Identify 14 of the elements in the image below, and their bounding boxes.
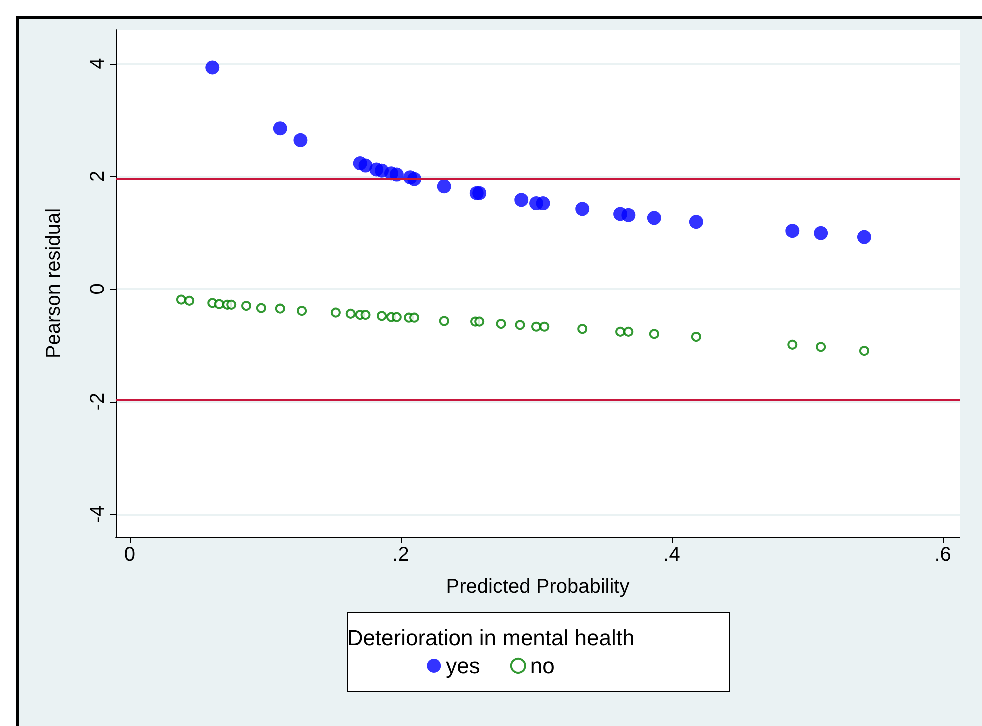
legend-label: no	[530, 654, 555, 678]
y-tick-label: 4	[87, 58, 109, 70]
y-tick-label: -2	[87, 392, 109, 411]
x-tick-label: .2	[392, 544, 410, 566]
legend-label: yes	[446, 654, 480, 678]
legend-title: Deterioration in mental health	[347, 626, 635, 650]
y-tick-label: 0	[87, 284, 109, 295]
x-axis-title: Predicted Probability	[446, 576, 630, 598]
y-axis-title: Pearson residual	[43, 208, 65, 359]
x-tick-label: .4	[664, 544, 680, 566]
x-tick-label: .6	[934, 544, 952, 566]
x-tick-label: 0	[124, 544, 136, 566]
y-tick-label: -4	[87, 506, 109, 524]
y-tick-label: 2	[87, 170, 109, 182]
